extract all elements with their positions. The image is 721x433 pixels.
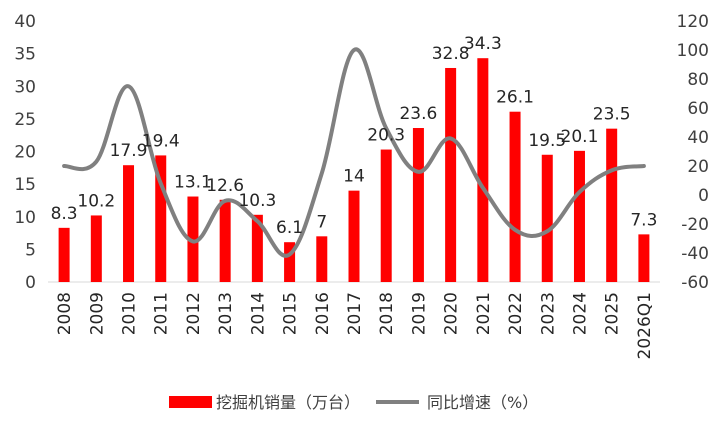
right-tick-label: 20 — [687, 157, 709, 177]
bar-data-labels: 8.310.217.919.413.112.610.36.1 71420.323.… — [51, 34, 658, 238]
right-tick-label: 60 — [687, 99, 709, 119]
left-tick-label: 35 — [14, 45, 36, 65]
bar-2013 — [219, 199, 231, 282]
bar-series — [58, 58, 650, 282]
bar-data-label: 32.8 — [432, 44, 470, 64]
x-tick-label: 2022 — [506, 292, 526, 335]
legend-line-label: 同比增速（%） — [427, 393, 538, 412]
x-tick-label: 2018 — [377, 292, 397, 335]
bar-data-label: 10.3 — [238, 191, 276, 211]
bar-data-label: 6.1 — [276, 218, 303, 238]
bar-2020 — [445, 67, 457, 282]
bar-data-label: 34.3 — [464, 34, 502, 54]
x-tick-label: 2009 — [87, 292, 107, 335]
bar-2009 — [90, 215, 102, 282]
bar-data-label: 23.6 — [399, 104, 437, 124]
left-tick-label: 25 — [14, 110, 36, 130]
right-tick-label: 120 — [677, 12, 709, 32]
bar-data-label: 14 — [343, 167, 365, 187]
legend-bar-swatch — [169, 396, 212, 408]
x-tick-label: 2010 — [120, 292, 140, 335]
x-tick-label: 2020 — [442, 292, 462, 335]
bar-2012 — [187, 196, 199, 282]
bar-2008 — [58, 227, 70, 282]
bar-2011 — [155, 155, 167, 282]
left-tick-label: 30 — [14, 77, 36, 97]
left-tick-label: 5 — [25, 240, 36, 260]
bar-2014 — [251, 214, 263, 282]
right-tick-label: 0 — [698, 186, 709, 206]
bar-data-label: 10.2 — [77, 191, 115, 211]
bar-data-label: 19.4 — [142, 131, 180, 151]
x-tick-label: 2016 — [313, 292, 333, 335]
bar-2017 — [348, 190, 360, 282]
bar-2010 — [123, 165, 135, 282]
growth-rate-line — [62, 47, 646, 258]
line-series — [62, 47, 646, 258]
right-tick-label: -40 — [681, 244, 709, 264]
x-tick-label: 2026Q1 — [635, 292, 655, 359]
bar-data-label: 12.6 — [206, 176, 244, 196]
x-tick-label: 2014 — [248, 292, 268, 335]
bar-data-label: 20.3 — [367, 126, 405, 146]
bar-2021 — [477, 58, 489, 282]
legend: 挖掘机销量（万台） 同比增速（%） — [169, 393, 538, 412]
right-tick-label: 100 — [677, 41, 709, 61]
x-tick-label: 2015 — [281, 292, 301, 335]
bar-data-label: 7 — [316, 212, 327, 232]
left-tick-label: 15 — [14, 175, 36, 195]
x-tick-label: 2025 — [603, 292, 623, 335]
bar-2018 — [380, 149, 392, 282]
left-tick-label: 20 — [14, 143, 36, 163]
right-tick-label: 80 — [687, 70, 709, 90]
left-tick-label: 0 — [25, 273, 36, 293]
left-axis: 0 5 10 15 20 25 30 35 40 — [14, 12, 36, 293]
x-tick-label: 2011 — [152, 292, 172, 335]
bar-2023 — [541, 154, 553, 282]
x-tick-label: 2008 — [55, 292, 75, 335]
bar-data-label: 19.5 — [528, 131, 566, 151]
x-tick-label: 2021 — [474, 292, 494, 335]
left-tick-label: 10 — [14, 208, 36, 228]
bar-data-label: 23.5 — [593, 105, 631, 125]
right-axis: -60 -40 -20 0 20 40 60 80 100 120 — [677, 12, 709, 293]
bar-data-label: 8.3 — [51, 204, 78, 224]
x-axis: 2008 2009 2010 2011 2012 2013 2014 2015 2016 2017… — [55, 292, 655, 359]
bar-2022 — [509, 111, 521, 282]
bar-2024 — [573, 150, 585, 282]
x-tick-label: 2017 — [345, 292, 365, 335]
x-tick-label: 2013 — [216, 292, 236, 335]
bar-2015 — [284, 242, 296, 282]
bar-2026Q1 — [638, 234, 650, 282]
x-tick-label: 2024 — [570, 292, 590, 335]
legend-bar-label: 挖掘机销量（万台） — [216, 393, 360, 412]
left-tick-label: 40 — [14, 12, 36, 32]
bar-data-label: 20.1 — [561, 127, 599, 147]
right-tick-label: 40 — [687, 128, 709, 148]
bar-2025 — [606, 128, 618, 282]
bar-2019 — [412, 128, 424, 282]
bar-data-label: 26.1 — [496, 88, 534, 108]
bar-data-label: 13.1 — [174, 173, 212, 193]
x-tick-label: 2023 — [538, 292, 558, 335]
right-tick-label: -60 — [681, 273, 709, 293]
bar-2016 — [316, 236, 328, 282]
x-tick-label: 2012 — [184, 292, 204, 335]
right-tick-label: -20 — [681, 215, 709, 235]
bar-data-label: 7.3 — [630, 210, 657, 230]
x-tick-label: 2019 — [409, 292, 429, 335]
bar-data-label: 17.9 — [110, 141, 148, 161]
